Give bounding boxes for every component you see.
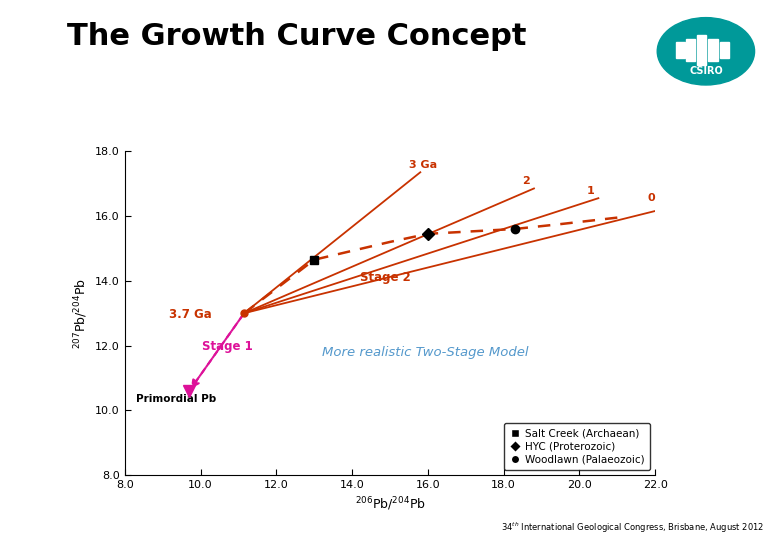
- Bar: [686, 39, 695, 61]
- Text: 2: 2: [523, 176, 530, 186]
- Bar: [697, 35, 707, 65]
- Circle shape: [658, 18, 754, 85]
- Text: More realistic Two-Stage Model: More realistic Two-Stage Model: [322, 346, 528, 359]
- Text: Stage 2: Stage 2: [360, 271, 410, 284]
- Text: 1: 1: [587, 186, 595, 196]
- Text: CSIRO: CSIRO: [689, 66, 723, 76]
- Bar: [720, 42, 729, 58]
- Bar: [708, 39, 718, 61]
- Text: Primordial Pb: Primordial Pb: [136, 394, 216, 404]
- Text: 3.7 Ga: 3.7 Ga: [169, 308, 212, 321]
- Y-axis label: $^{207}$Pb/$^{204}$Pb: $^{207}$Pb/$^{204}$Pb: [72, 278, 90, 349]
- Text: The Growth Curve Concept: The Growth Curve Concept: [66, 22, 526, 51]
- Text: 34$^{th}$ International Geological Congress, Brisbane, August 2012: 34$^{th}$ International Geological Congr…: [501, 520, 764, 535]
- Bar: [676, 42, 685, 58]
- Text: Stage 1: Stage 1: [203, 340, 254, 354]
- Legend: Salt Creek (Archaean), HYC (Proterozoic), Woodlawn (Palaeozoic): Salt Creek (Archaean), HYC (Proterozoic)…: [505, 423, 650, 470]
- X-axis label: $^{206}$Pb/$^{204}$Pb: $^{206}$Pb/$^{204}$Pb: [355, 496, 425, 513]
- Text: 0: 0: [647, 193, 655, 203]
- Text: 3 Ga: 3 Ga: [409, 160, 437, 170]
